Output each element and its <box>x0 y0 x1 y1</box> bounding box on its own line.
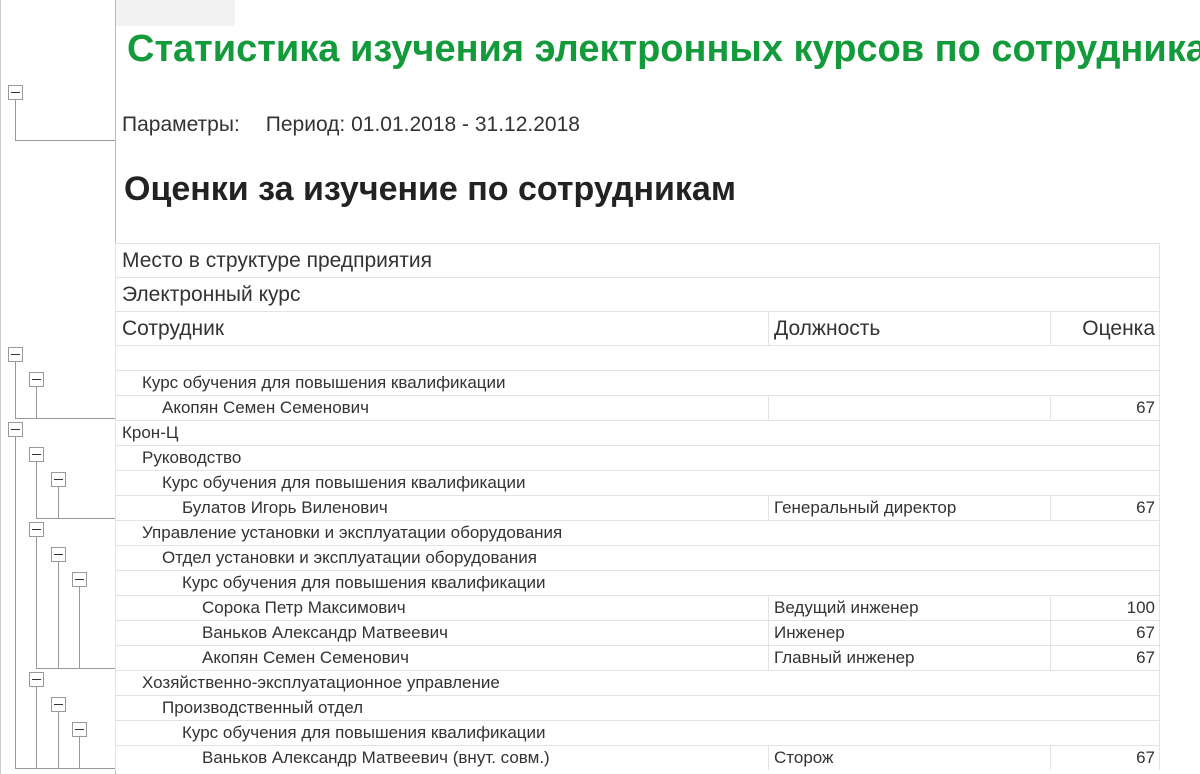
collapse-group-button[interactable] <box>50 547 66 562</box>
row-position <box>768 396 1050 420</box>
group-row: Курс обучения для повышения квалификации <box>115 720 1160 745</box>
gutter-border <box>0 0 1 774</box>
header-columns: Сотрудник Должность Оценка <box>115 311 1160 345</box>
row-name: Курс обучения для повышения квалификации <box>182 723 546 742</box>
header-course: Электронный курс <box>115 277 1160 311</box>
header-employee: Сотрудник <box>122 317 225 340</box>
row-name: Курс обучения для повышения квалификации <box>182 573 546 592</box>
header-structure: Место в структуре предприятия <box>115 243 1160 277</box>
row-score: 100 <box>1050 596 1160 620</box>
row-position: Инженер <box>768 621 1050 645</box>
row-name: Ваньков Александр Матвеевич (внут. совм.… <box>202 748 550 767</box>
row-name: Акопян Семен Семенович <box>162 398 370 417</box>
row-name: Отдел установки и эксплуатации оборудова… <box>162 548 537 567</box>
report-subtitle: Оценки за изучение по сотрудникам <box>124 170 736 208</box>
group-row: Управление установки и эксплуатации обор… <box>115 520 1160 545</box>
row-score: 67 <box>1050 746 1160 770</box>
group-row: Производственный отдел <box>115 695 1160 720</box>
row-score: 67 <box>1050 396 1160 420</box>
row-name: Сорока Петр Максимович <box>202 598 406 617</box>
table-row: Ваньков Александр Матвеевич (внут. совм.… <box>115 745 1160 770</box>
row-score: 67 <box>1050 496 1160 520</box>
table-row: Акопян Семен Семенович Главный инженер 67 <box>115 645 1160 670</box>
report-table: Место в структуре предприятия Электронны… <box>115 243 1160 770</box>
group-row: Отдел установки и эксплуатации оборудова… <box>115 545 1160 570</box>
row-name: Курс обучения для повышения квалификации <box>142 373 506 392</box>
table-row: Ваньков Александр Матвеевич Инженер 67 <box>115 620 1160 645</box>
collapse-group-button[interactable] <box>50 472 66 487</box>
header-score: Оценка <box>1050 312 1160 345</box>
row-name: Хозяйственно-эксплуатационное управление <box>142 673 500 692</box>
row-score: 67 <box>1050 646 1160 670</box>
row-name: Производственный отдел <box>162 698 364 717</box>
row-name: Руководство <box>142 448 242 467</box>
header-position: Должность <box>768 312 1050 345</box>
row-score: 67 <box>1050 621 1160 645</box>
row-name: Акопян Семен Семенович <box>202 648 410 667</box>
report-parameters: Параметры: Период: 01.01.2018 - 31.12.201… <box>122 113 580 137</box>
group-row <box>115 345 1160 370</box>
row-name: Ваньков Александр Матвеевич <box>202 623 449 642</box>
collapse-header-button[interactable] <box>8 85 23 100</box>
collapse-group-button[interactable] <box>29 447 45 462</box>
corner-cell <box>116 0 235 26</box>
group-row: Хозяйственно-эксплуатационное управление <box>115 670 1160 695</box>
group-row: Курс обучения для повышения квалификации <box>115 470 1160 495</box>
collapse-group-button[interactable] <box>71 572 87 587</box>
row-position: Ведущий инженер <box>768 596 1050 620</box>
collapse-group-button[interactable] <box>71 722 87 737</box>
group-row: Курс обучения для повышения квалификации <box>115 370 1160 395</box>
params-label: Параметры: <box>122 113 240 136</box>
table-row: Булатов Игорь Виленович Генеральный дирек… <box>115 495 1160 520</box>
collapse-group-button[interactable] <box>29 372 45 387</box>
group-row: Курс обучения для повышения квалификации <box>115 570 1160 595</box>
collapse-group-button[interactable] <box>50 697 66 712</box>
row-position: Сторож <box>768 746 1050 770</box>
table-row: Акопян Семен Семенович 67 <box>115 395 1160 420</box>
row-name: Булатов Игорь Виленович <box>182 498 388 517</box>
row-position: Генеральный директор <box>768 496 1050 520</box>
row-name: Курс обучения для повышения квалификации <box>162 473 526 492</box>
group-row: Крон-Ц <box>115 420 1160 445</box>
collapse-group-button[interactable] <box>8 347 23 362</box>
collapse-group-button[interactable] <box>29 522 45 537</box>
group-row: Руководство <box>115 445 1160 470</box>
collapse-group-button[interactable] <box>8 422 23 437</box>
header-course-label: Электронный курс <box>122 283 301 306</box>
table-row: Сорока Петр Максимович Ведущий инженер 100 <box>115 595 1160 620</box>
row-name: Управление установки и эксплуатации обор… <box>142 523 563 542</box>
report-title: Статистика изучения электронных курсов п… <box>127 28 1200 70</box>
header-structure-label: Место в структуре предприятия <box>122 249 432 272</box>
params-value: Период: 01.01.2018 - 31.12.2018 <box>265 113 580 136</box>
row-name: Крон-Ц <box>122 423 179 442</box>
row-position: Главный инженер <box>768 646 1050 670</box>
collapse-group-button[interactable] <box>29 672 45 687</box>
row-name <box>122 346 762 370</box>
